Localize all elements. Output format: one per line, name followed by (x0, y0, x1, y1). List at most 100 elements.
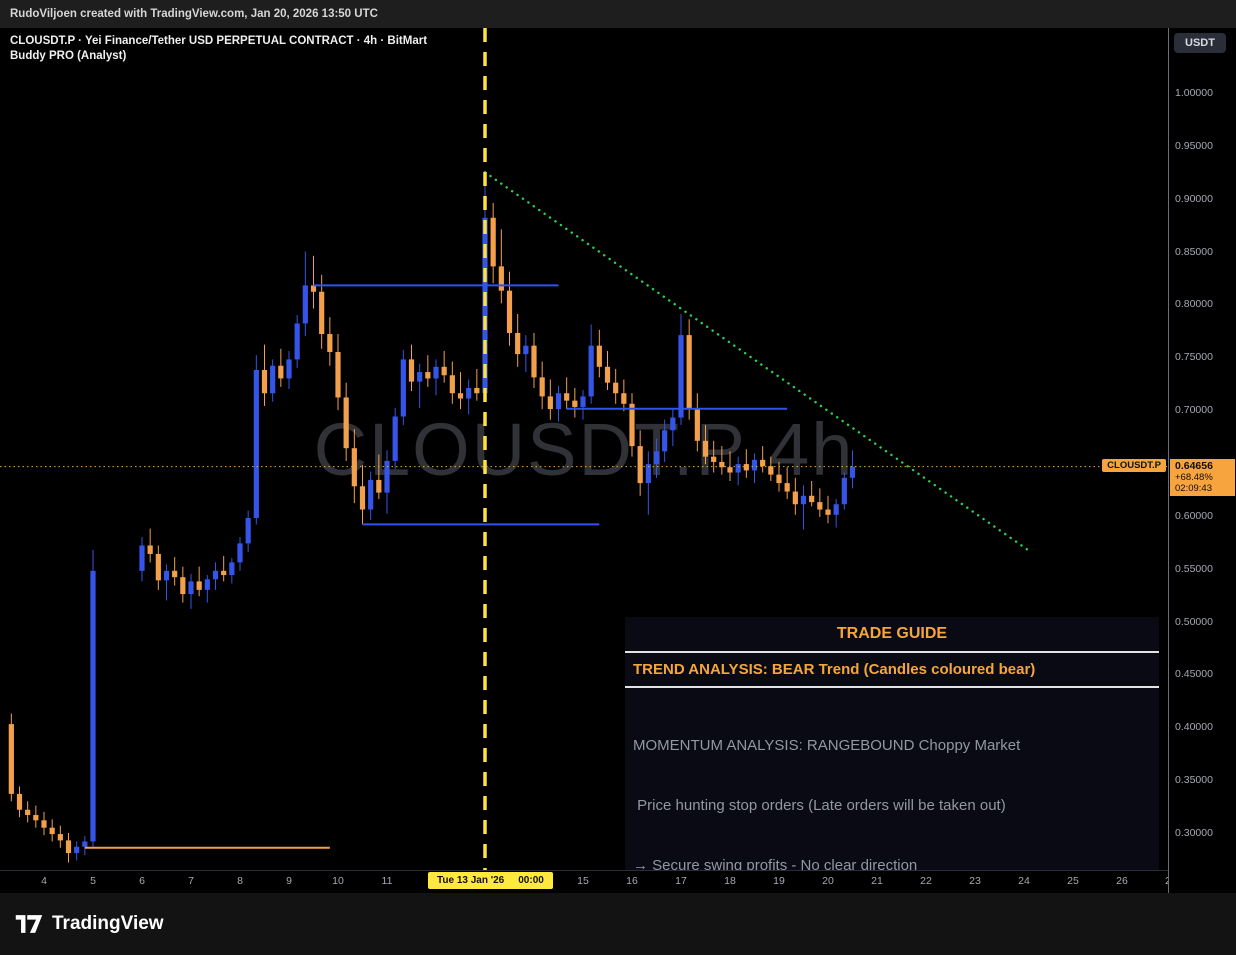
time-label: 7 (188, 875, 194, 887)
candle-down (776, 474, 782, 484)
price-change-percent: +68.48% (1175, 471, 1213, 483)
tradingview-logo[interactable]: TradingView (14, 912, 164, 936)
price-tick-label: 0.85000 (1175, 245, 1213, 258)
momentum-line-3: → Secure swing profits - No clear direct… (633, 857, 918, 870)
candle-down (547, 396, 553, 410)
candle-down (343, 397, 349, 449)
candle-down (768, 466, 774, 475)
candle-down (539, 377, 545, 397)
candle-down (809, 495, 815, 503)
candle-down (531, 345, 537, 378)
trend-analysis-row: TREND ANALYSIS: BEAR Trend (Candles colo… (625, 653, 1159, 688)
tradingview-wordmark: TradingView (52, 913, 164, 934)
momentum-line-1: MOMENTUM ANALYSIS: RANGEBOUND Choppy Mar… (633, 737, 1021, 754)
current-price-value: 0.64656 (1175, 459, 1213, 472)
candle-down (8, 724, 14, 794)
price-tick-label: 0.40000 (1175, 721, 1213, 734)
price-line-symbol-tag: CLOUSDT.P (1102, 458, 1166, 472)
top-attribution-bar: RudoViljoen created with TradingView.com… (0, 0, 1236, 28)
candle-down (408, 359, 415, 382)
candle-down (335, 352, 341, 398)
candle-up (751, 459, 758, 471)
time-label: 8 (237, 875, 243, 887)
candle-down (16, 793, 23, 810)
candle-up (800, 495, 807, 505)
candle-down (310, 285, 317, 292)
price-tick-label: 0.50000 (1175, 615, 1213, 628)
time-label: 17 (675, 875, 687, 887)
candle-down (637, 446, 643, 484)
candle-down (180, 577, 186, 595)
candle-up (188, 581, 194, 595)
candle-down (49, 827, 55, 835)
chart-area[interactable]: CLOUSDT.P 4h CLOUSDT.P · Yei Finance/Tet… (0, 28, 1168, 870)
candle-up (670, 417, 676, 431)
trade-guide-title: TRADE GUIDE (625, 617, 1159, 653)
candle-down (711, 456, 717, 462)
time-label: 23 (969, 875, 981, 887)
candle-down (515, 332, 521, 355)
candle-down (65, 840, 72, 854)
candle-down (147, 545, 153, 554)
candlestick-chart[interactable] (0, 28, 1168, 870)
candle-down (376, 479, 382, 493)
candle-down (261, 369, 268, 394)
candle-up (237, 543, 243, 563)
candle-down (817, 502, 823, 510)
current-price-badge: 0.64656 +68.48% 02:09:43 (1170, 458, 1235, 496)
candle-up (653, 451, 660, 465)
price-tick-label: 0.35000 (1175, 774, 1213, 787)
candle-down (686, 335, 692, 410)
time-label: 27 (1146, 875, 1168, 887)
candle-down (449, 375, 455, 394)
candle-down (319, 291, 325, 335)
candle-up (294, 323, 300, 360)
time-label: 10 (332, 875, 344, 887)
candle-down (41, 820, 47, 828)
symbol-header[interactable]: CLOUSDT.P · Yei Finance/Tether USD PERPE… (10, 34, 427, 64)
time-label: 6 (139, 875, 145, 887)
candle-up (204, 579, 210, 590)
time-label: 25 (1067, 875, 1079, 887)
candle-up (74, 846, 80, 854)
trade-guide-panel[interactable]: TRADE GUIDE TREND ANALYSIS: BEAR Trend (… (625, 617, 1159, 870)
price-axis[interactable]: USDT 1.00000 0.95000 0.90000 0.85000 0.80000… (1168, 28, 1236, 893)
currency-toggle-button[interactable]: USDT (1174, 33, 1226, 53)
candle-up (90, 570, 96, 842)
candle-down (327, 334, 333, 353)
candle-down (792, 491, 798, 505)
candle-down (196, 581, 202, 590)
candle-up (645, 464, 651, 484)
candle-up (400, 359, 406, 417)
price-tick-label: 0.55000 (1175, 562, 1213, 575)
time-label: 18 (724, 875, 736, 887)
candle-down (172, 570, 178, 578)
analyst-subtitle: Buddy PRO (Analyst) (10, 50, 127, 62)
vline-date-badge: Tue 13 Jan '26 00:00 (428, 872, 553, 889)
price-tick-label: 0.90000 (1175, 192, 1213, 205)
time-axis[interactable]: 4567891011121314151617181920212223242526… (0, 870, 1168, 893)
price-tick-label: 0.60000 (1175, 509, 1213, 522)
candle-down (727, 467, 733, 473)
candle-up (270, 365, 276, 394)
time-label: 26 (1116, 875, 1128, 887)
time-label: 24 (1018, 875, 1030, 887)
candle-down (784, 483, 790, 492)
candle-up (555, 393, 562, 410)
candle-down (221, 570, 227, 576)
candle-down (596, 345, 602, 367)
candle-down (498, 266, 504, 291)
price-tick-label: 0.70000 (1175, 404, 1213, 417)
candle-down (278, 365, 284, 379)
price-tick-label: 0.30000 (1175, 827, 1213, 839)
price-tick-label: 0.95000 (1175, 139, 1213, 152)
candle-up (523, 345, 529, 355)
candle-up (163, 570, 170, 581)
candle-up (417, 372, 423, 382)
candle-down (425, 372, 431, 379)
symbol-title[interactable]: CLOUSDT.P · Yei Finance/Tether USD PERPE… (10, 35, 428, 47)
time-label: 4 (41, 875, 47, 887)
candle-up (82, 841, 88, 847)
candle-down (457, 393, 464, 399)
